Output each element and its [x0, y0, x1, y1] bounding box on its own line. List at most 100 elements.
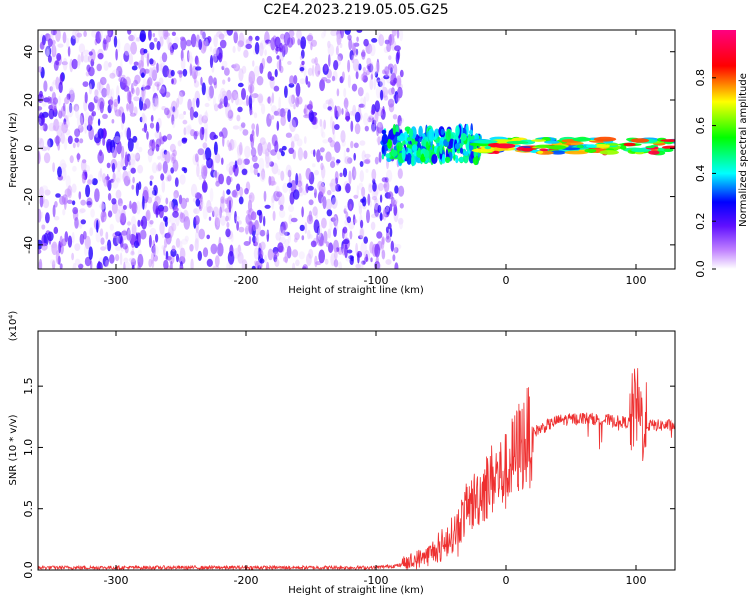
- heatmap-cell: [67, 235, 73, 248]
- heatmap-cell: [363, 112, 369, 126]
- heatmap-cell: [361, 186, 366, 197]
- heatmap-cell: [359, 170, 364, 183]
- heatmap-cell: [181, 238, 189, 245]
- heatmap-cell: [38, 117, 42, 124]
- heatmap-cell: [132, 176, 135, 184]
- heatmap-cell: [310, 240, 317, 248]
- heatmap-cell: [266, 96, 272, 104]
- heatmap-cell: [506, 140, 529, 145]
- heatmap-cell: [43, 80, 48, 92]
- heatmap-cell: [376, 263, 382, 269]
- heatmap-cell: [330, 217, 336, 222]
- heatmap-cell: [353, 142, 359, 149]
- heatmap-cell: [139, 96, 143, 111]
- heatmap-cell: [314, 188, 317, 199]
- heatmap-cell: [387, 63, 394, 71]
- heatmap-cell: [292, 189, 300, 200]
- heatmap-cell: [210, 243, 218, 255]
- heatmap-cell: [154, 195, 161, 205]
- heatmap-cell: [236, 114, 241, 122]
- heatmap-cell: [46, 138, 51, 151]
- heatmap-cell: [151, 189, 157, 196]
- heatmap-cell: [284, 239, 290, 249]
- heatmap-cell: [282, 112, 286, 119]
- heatmap-cell: [237, 40, 245, 48]
- heatmap-cell: [99, 203, 106, 210]
- heatmap-cell: [155, 144, 160, 152]
- heatmap-cell: [254, 35, 260, 41]
- heatmap-cell: [88, 102, 95, 112]
- heatmap-cell: [109, 223, 115, 231]
- heatmap-cell: [326, 209, 333, 217]
- heatmap-cell: [193, 131, 198, 140]
- heatmap-cell: [294, 133, 300, 142]
- heatmap-cell: [322, 139, 329, 144]
- heatmap-cell: [331, 194, 336, 205]
- snr-multiplier: (x10⁴): [8, 311, 19, 342]
- heatmap-cell: [424, 149, 430, 159]
- heatmap-cell: [320, 124, 324, 137]
- heatmap-cell: [211, 65, 215, 73]
- heatmap-cell: [265, 151, 270, 164]
- heatmap-cell: [399, 69, 404, 78]
- heatmap-cell: [228, 111, 234, 116]
- heatmap-cell: [55, 193, 61, 198]
- heatmap-cell: [366, 64, 371, 70]
- heatmap-cell: [395, 52, 400, 65]
- heatmap-cell: [204, 147, 212, 161]
- heatmap-cell: [300, 36, 307, 50]
- heatmap-cell: [360, 97, 364, 104]
- heatmap-cell: [361, 260, 366, 265]
- heatmap-cell: [79, 138, 84, 144]
- heatmap-cell: [356, 30, 363, 33]
- heatmap-cell: [328, 242, 334, 253]
- heatmap-cell: [331, 156, 336, 163]
- heatmap-cell: [145, 85, 151, 90]
- heatmap-cell: [324, 258, 329, 265]
- heatmap-cell: [56, 53, 62, 61]
- heatmap-cell: [327, 106, 333, 111]
- snr-ticks: -300 -200 -100 0 100 0.0 0.5 1.0 1.5: [22, 331, 675, 587]
- heatmap-cell: [397, 145, 400, 156]
- heatmap-cell: [41, 146, 48, 152]
- heatmap-cell: [41, 185, 48, 192]
- heatmap-cell: [313, 186, 316, 193]
- heatmap-cell: [283, 31, 291, 46]
- heatmap-cell: [309, 234, 313, 239]
- heatmap-cell: [124, 151, 128, 165]
- heatmap-cell: [399, 132, 405, 142]
- heatmap-cell: [232, 139, 237, 149]
- heatmap-cell: [660, 139, 675, 142]
- heatmap-cell: [291, 249, 299, 258]
- heatmap-cell: [344, 30, 351, 35]
- heatmap-cell: [172, 149, 177, 157]
- heatmap-cell: [282, 229, 288, 237]
- heatmap-cell: [59, 263, 63, 269]
- heatmap-cell: [342, 167, 348, 178]
- heatmap-cell: [293, 104, 296, 110]
- heatmap-cell: [81, 175, 86, 184]
- heatmap-cell: [55, 60, 60, 66]
- heatmap-cell: [215, 213, 221, 227]
- heatmap-cell: [352, 104, 357, 117]
- heatmap-cell: [308, 100, 313, 113]
- heatmap-cell: [192, 97, 196, 111]
- heatmap-cell: [195, 198, 201, 207]
- heatmap-cell: [105, 244, 108, 249]
- heatmap-cell: [88, 79, 95, 90]
- heatmap-cell: [334, 248, 338, 260]
- heatmap-cell: [358, 63, 362, 71]
- heatmap-cell: [127, 30, 132, 35]
- heatmap-cell: [350, 256, 354, 262]
- heatmap-cell: [271, 92, 275, 104]
- x-tick-label: -200: [234, 274, 259, 287]
- heatmap-cell: [139, 116, 143, 123]
- heatmap-cell: [377, 31, 382, 40]
- heatmap-cell: [102, 128, 107, 140]
- heatmap-cell: [330, 160, 336, 169]
- heatmap-cell: [281, 145, 287, 151]
- heatmap-cell: [51, 91, 57, 103]
- heatmap-cell: [275, 232, 282, 241]
- heatmap-cell: [365, 253, 369, 263]
